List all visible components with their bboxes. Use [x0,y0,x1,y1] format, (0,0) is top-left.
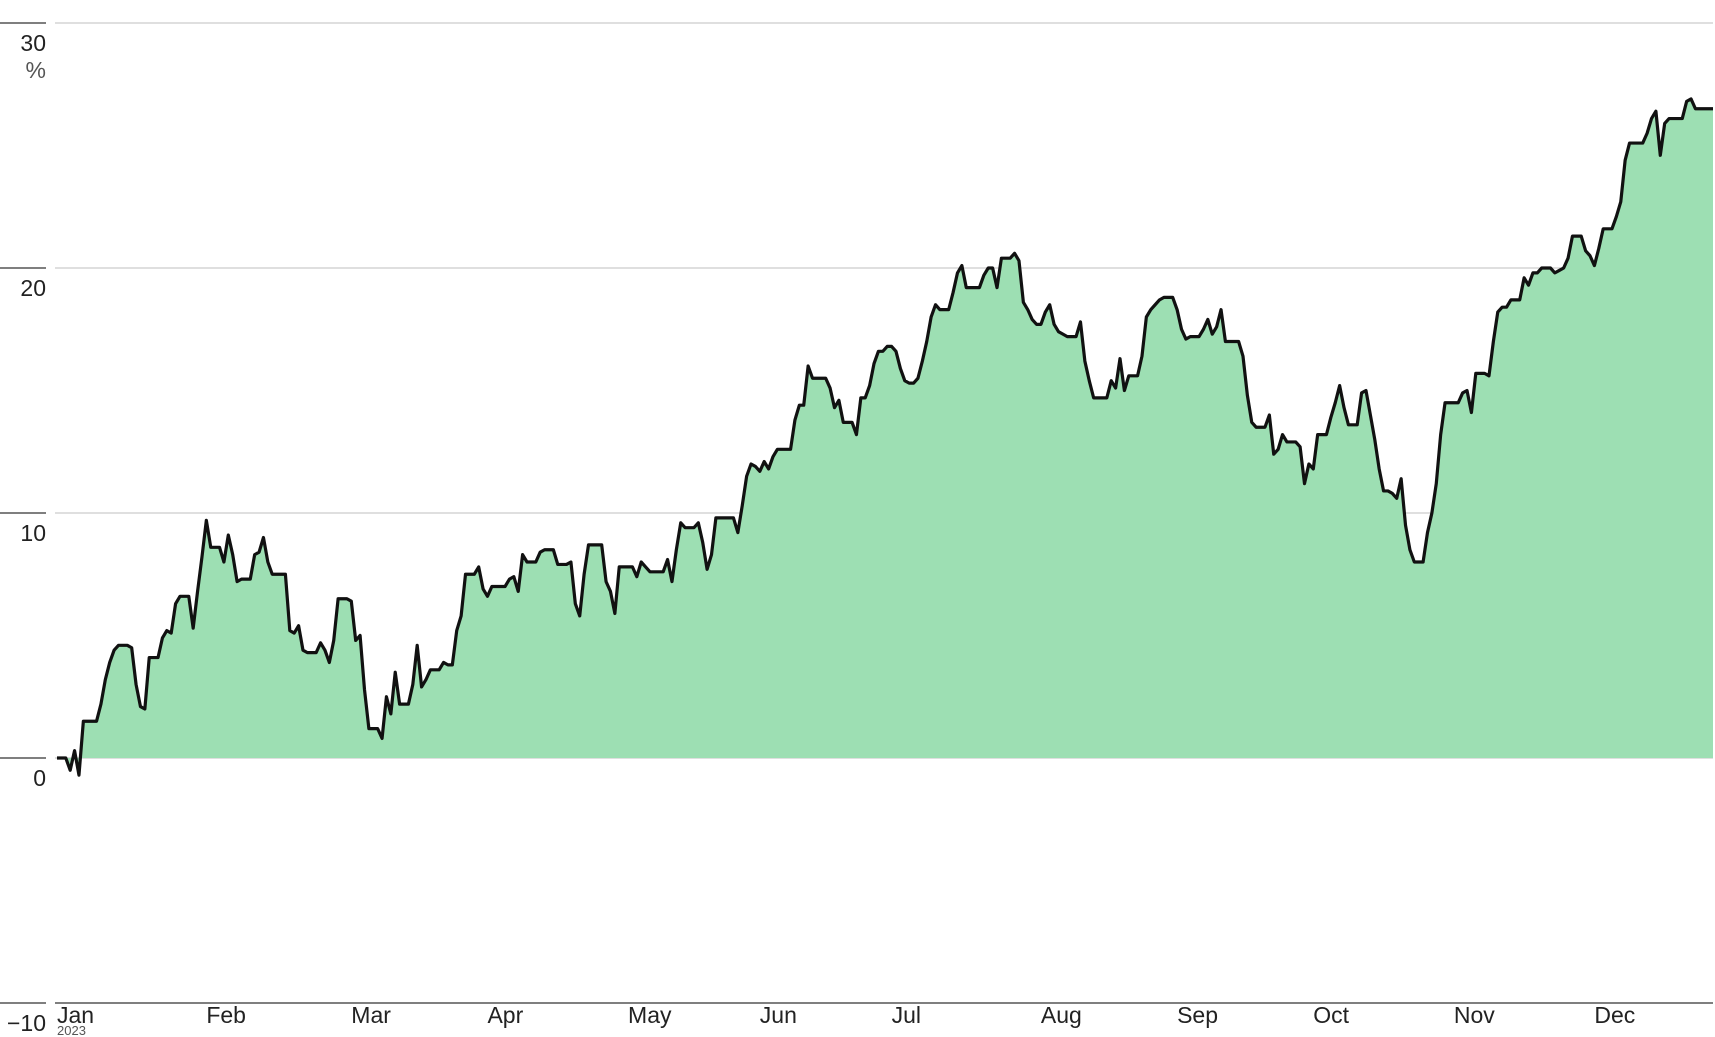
x-tick-label: Mar [351,1002,391,1028]
y-tick-label: 0 [33,765,46,791]
x-tick-label: Oct [1313,1002,1349,1028]
y-unit: % [26,57,46,83]
x-tick-label: Feb [206,1002,246,1028]
x-tick-label: May [628,1002,672,1028]
x-tick-label: Dec [1594,1002,1635,1028]
x-tick-label: Apr [487,1002,523,1028]
y-tick-label: 10 [20,520,46,546]
x-tick-label: Sep [1177,1002,1218,1028]
y-tick-label: 20 [20,275,46,301]
x-sublabel: 2023 [57,1023,86,1037]
area [57,98,1713,776]
x-tick-label: Aug [1041,1002,1082,1028]
x-tick-label: Nov [1454,1002,1495,1028]
line [57,97,1713,777]
x-tick-label: Jul [892,1002,921,1028]
y-tick-label: 30 [20,30,46,56]
y-tick-label: −10 [7,1010,46,1036]
x-tick-label: Jan [57,1002,94,1028]
x-tick-label: Jun [760,1002,797,1028]
